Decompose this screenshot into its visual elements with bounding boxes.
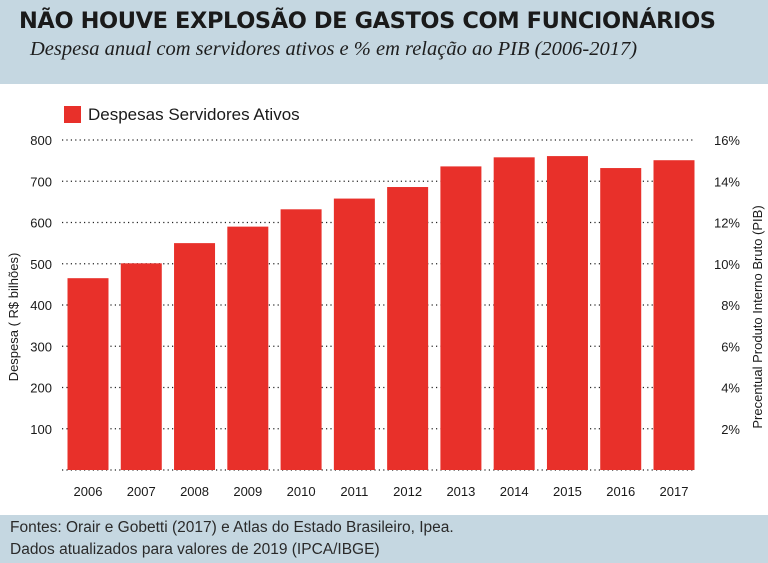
- x-tick-label: 2011: [340, 484, 368, 499]
- y-tick-label: 500: [30, 257, 52, 272]
- y2-tick-label: 2%: [721, 422, 740, 437]
- y-tick-label: 200: [30, 381, 52, 396]
- y-tick-label: 800: [30, 133, 52, 148]
- bar-2017: [653, 160, 695, 470]
- x-axis: 2006 2007 2008 2009 2010 2011 2012 2013 2014 2015…: [74, 484, 689, 499]
- footer-band: Fontes: Orair e Gobetti (2017) e Atlas d…: [0, 515, 768, 563]
- y-tick-label: 300: [30, 339, 52, 354]
- x-tick-label: 2008: [180, 484, 209, 499]
- y-axis-right: 2% 4% 6% 8% 10% 12% 14% 16%: [714, 133, 740, 437]
- bar-2013: [440, 166, 482, 470]
- y2-tick-label: 12%: [714, 216, 740, 231]
- x-tick-label: 2006: [74, 484, 103, 499]
- bar-2008: [174, 243, 216, 470]
- y2-tick-label: 4%: [721, 381, 740, 396]
- y2-tick-label: 16%: [714, 133, 740, 148]
- y2-axis-label: Precentual Produto Interno Bruto (PIB): [750, 205, 765, 428]
- bar-2010: [280, 209, 322, 471]
- y2-tick-label: 8%: [721, 298, 740, 313]
- update-note: Dados atualizados para valores de 2019 (…: [10, 541, 380, 558]
- x-tick-label: 2009: [233, 484, 262, 499]
- x-tick-label: 2017: [660, 484, 689, 499]
- bar-2006: [67, 278, 109, 470]
- x-tick-label: 2012: [393, 484, 422, 499]
- x-tick-label: 2016: [606, 484, 635, 499]
- y-tick-label: 600: [30, 216, 52, 231]
- legend-label: Despesas Servidores Ativos: [88, 105, 300, 124]
- y2-tick-label: 14%: [714, 174, 740, 189]
- y-axis-label: Despesa ( R$ bilhões): [6, 253, 21, 382]
- x-tick-label: 2015: [553, 484, 582, 499]
- x-tick-label: 2010: [287, 484, 316, 499]
- bar-2014: [493, 157, 535, 470]
- bar-chart: Despesas Servidores Ativos 100 200 300 400 5…: [6, 105, 765, 499]
- x-tick-label: 2014: [500, 484, 529, 499]
- y2-tick-label: 10%: [714, 257, 740, 272]
- chart-title: NÃO HOUVE EXPLOSÃO DE GASTOS COM FUNCION…: [19, 8, 716, 34]
- chart-subtitle: Despesa anual com servidores ativos e % …: [30, 38, 638, 60]
- x-tick-label: 2013: [446, 484, 475, 499]
- bar-2016: [600, 168, 642, 471]
- bar-2011: [333, 198, 375, 470]
- source-note: Fontes: Orair e Gobetti (2017) e Atlas d…: [10, 519, 454, 536]
- x-tick-label: 2007: [127, 484, 156, 499]
- header-band: NÃO HOUVE EXPLOSÃO DE GASTOS COM FUNCION…: [0, 0, 768, 72]
- legend-swatch: [64, 106, 81, 123]
- legend: Despesas Servidores Ativos: [64, 105, 300, 124]
- bar-2012: [387, 187, 429, 470]
- y-tick-label: 100: [30, 422, 52, 437]
- y2-tick-label: 6%: [721, 339, 740, 354]
- bar-2007: [120, 263, 162, 470]
- y-axis-left: 100 200 300 400 500 600 700 800: [30, 133, 52, 437]
- bar-2009: [227, 226, 269, 470]
- y-tick-label: 700: [30, 174, 52, 189]
- y-tick-label: 400: [30, 298, 52, 313]
- bars: [67, 156, 695, 471]
- bar-2015: [546, 156, 588, 470]
